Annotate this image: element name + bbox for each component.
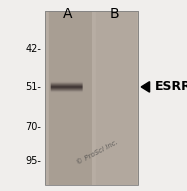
Text: 70-: 70-	[25, 122, 41, 132]
Text: 51-: 51-	[25, 82, 41, 92]
Text: ESRRB: ESRRB	[155, 80, 187, 93]
Text: 95-: 95-	[25, 156, 41, 166]
Text: 42-: 42-	[25, 44, 41, 54]
Bar	[45, 11, 138, 185]
Text: A: A	[63, 7, 72, 21]
Text: B: B	[109, 7, 119, 21]
Text: © ProSci Inc.: © ProSci Inc.	[76, 139, 119, 166]
Polygon shape	[141, 82, 150, 92]
